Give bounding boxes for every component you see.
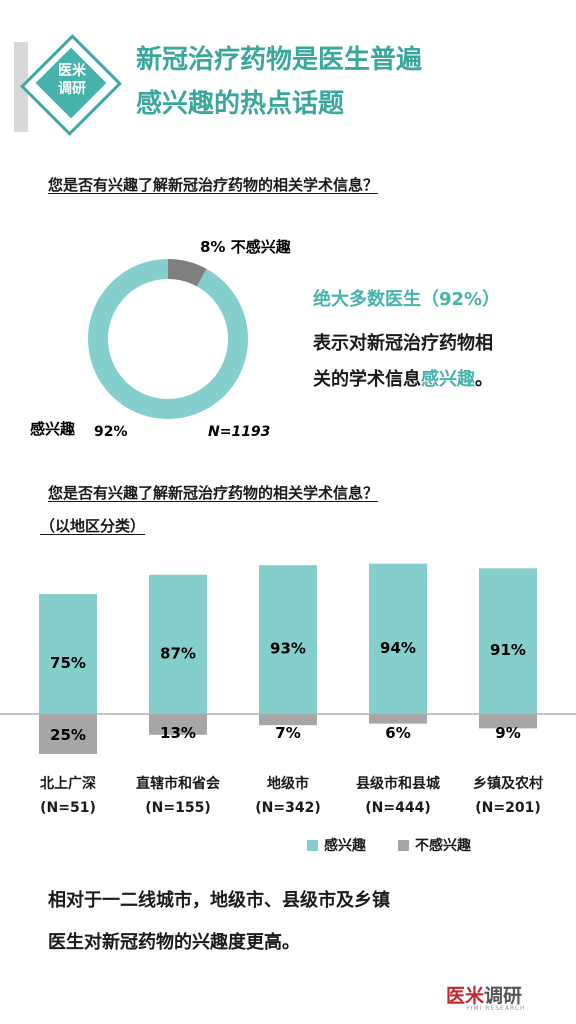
category-n-4: (N=201) (475, 800, 541, 816)
bar-label-not-interested-2: 7% (275, 724, 300, 742)
note-line-3-b: 感兴趣 (421, 369, 475, 390)
legend-label-interested: 感兴趣 (324, 838, 366, 854)
donut-label-interested-pct: 92% (94, 424, 128, 440)
legend-swatch-not-interested (398, 840, 409, 851)
badge-line-2: 调研 (58, 81, 86, 97)
category-name-2: 地级市 (267, 776, 309, 792)
conclusion-line-2: 医生对新冠药物的兴趣度更高。 (48, 932, 300, 953)
donut-slices (88, 259, 248, 419)
bar-not-interested-4 (479, 714, 537, 729)
logo-subtext: YIMI RESEARCH (466, 1005, 526, 1012)
question-2-subtitle: （以地区分类） (40, 517, 146, 535)
category-n-3: (N=444) (365, 800, 431, 816)
category-name-1: 直辖市和省会 (136, 776, 220, 792)
bar-not-interested-2 (259, 714, 317, 726)
category-name-4: 乡镇及农村 (473, 776, 543, 792)
bar-not-interested-1 (149, 714, 207, 735)
donut-chart: 8% 不感兴趣 感兴趣 92% N=1193 (30, 238, 292, 440)
brand-logo: 医米调研 (446, 981, 522, 1008)
conclusion-line-1: 相对于一二线城市，地级市、县级市及乡镇 (48, 890, 390, 911)
bar-interested-3 (369, 563, 427, 714)
title-line-1: 新冠治疗药物是医生普遍 (136, 45, 423, 75)
bar-interested-4 (479, 568, 537, 714)
note-line-3: 关的学术信息感兴趣。 (313, 362, 553, 398)
logo-red: 医米 (446, 985, 485, 1007)
category-label-2: 地级市 (N=342) (233, 772, 343, 820)
bar-interested-2 (259, 565, 317, 714)
category-name-3: 县级市和县城 (356, 776, 440, 792)
bars: 75% 25% 87% 13% 93% 7% 94% 6% 91% 9% (39, 563, 537, 754)
bar-not-interested-3 (369, 714, 427, 724)
question-2: 您是否有兴趣了解新冠治疗药物的相关学术信息？ (48, 484, 379, 502)
donut-slice-not-interested (167, 259, 207, 287)
legend-label-not-interested: 不感兴趣 (415, 838, 471, 854)
bar-label-not-interested-1: 13% (160, 724, 196, 742)
note-line-2: 表示对新冠治疗药物相 (313, 333, 493, 354)
bar-label-not-interested-3: 6% (385, 724, 410, 742)
bar-label-interested-2: 93% (270, 640, 306, 658)
legend-swatch-interested (307, 840, 318, 851)
note-line-3-c: 。 (475, 369, 493, 390)
category-label-3: 县级市和县城 (N=444) (343, 772, 453, 820)
bar-label-not-interested-0: 25% (50, 726, 86, 744)
bar-label-interested-1: 87% (160, 644, 196, 662)
badge-text: 医米 调研 (44, 62, 100, 98)
donut-slice-interested (88, 259, 248, 419)
donut-n-value: N=1193 (208, 424, 270, 440)
bar-interested-1 (149, 574, 207, 714)
logo-gray: 调研 (484, 985, 523, 1007)
category-n-2: (N=342) (255, 800, 321, 816)
title-line-2: 感兴趣的热点话题 (136, 89, 345, 119)
donut-label-interested: 感兴趣 (30, 420, 76, 438)
bar-chart: 75% 25% 87% 13% 93% 7% 94% 6% 91% 9% (0, 563, 576, 754)
category-name-0: 北上广深 (40, 776, 96, 792)
note-line-3-a: 关的学术信息 (313, 369, 421, 390)
note-body: 表示对新冠治疗药物相 关的学术信息感兴趣。 (313, 326, 553, 398)
category-label-1: 直辖市和省会 (N=155) (123, 772, 233, 820)
bar-not-interested-0 (39, 714, 97, 754)
note-highlight: 绝大多数医生（92%） (313, 289, 501, 310)
category-label-0: 北上广深 (N=51) (13, 772, 123, 820)
bar-label-interested-3: 94% (380, 639, 416, 657)
question-1: 您是否有兴趣了解新冠治疗药物的相关学术信息？ (48, 176, 379, 194)
badge-line-1: 医米 (58, 63, 86, 79)
conclusion: 相对于一二线城市，地级市、县级市及乡镇 医生对新冠药物的兴趣度更高。 (48, 880, 548, 964)
bar-label-interested-4: 91% (490, 641, 526, 659)
category-label-4: 乡镇及农村 (N=201) (453, 772, 563, 820)
bar-interested-0 (39, 594, 97, 714)
category-n-0: (N=51) (40, 800, 96, 816)
bar-label-not-interested-4: 9% (495, 724, 520, 742)
category-n-1: (N=155) (145, 800, 211, 816)
donut-label-not-interested: 8% 不感兴趣 (200, 238, 292, 256)
bar-label-interested-0: 75% (50, 654, 86, 672)
page-title: 新冠治疗药物是医生普遍 感兴趣的热点话题 (136, 38, 556, 126)
